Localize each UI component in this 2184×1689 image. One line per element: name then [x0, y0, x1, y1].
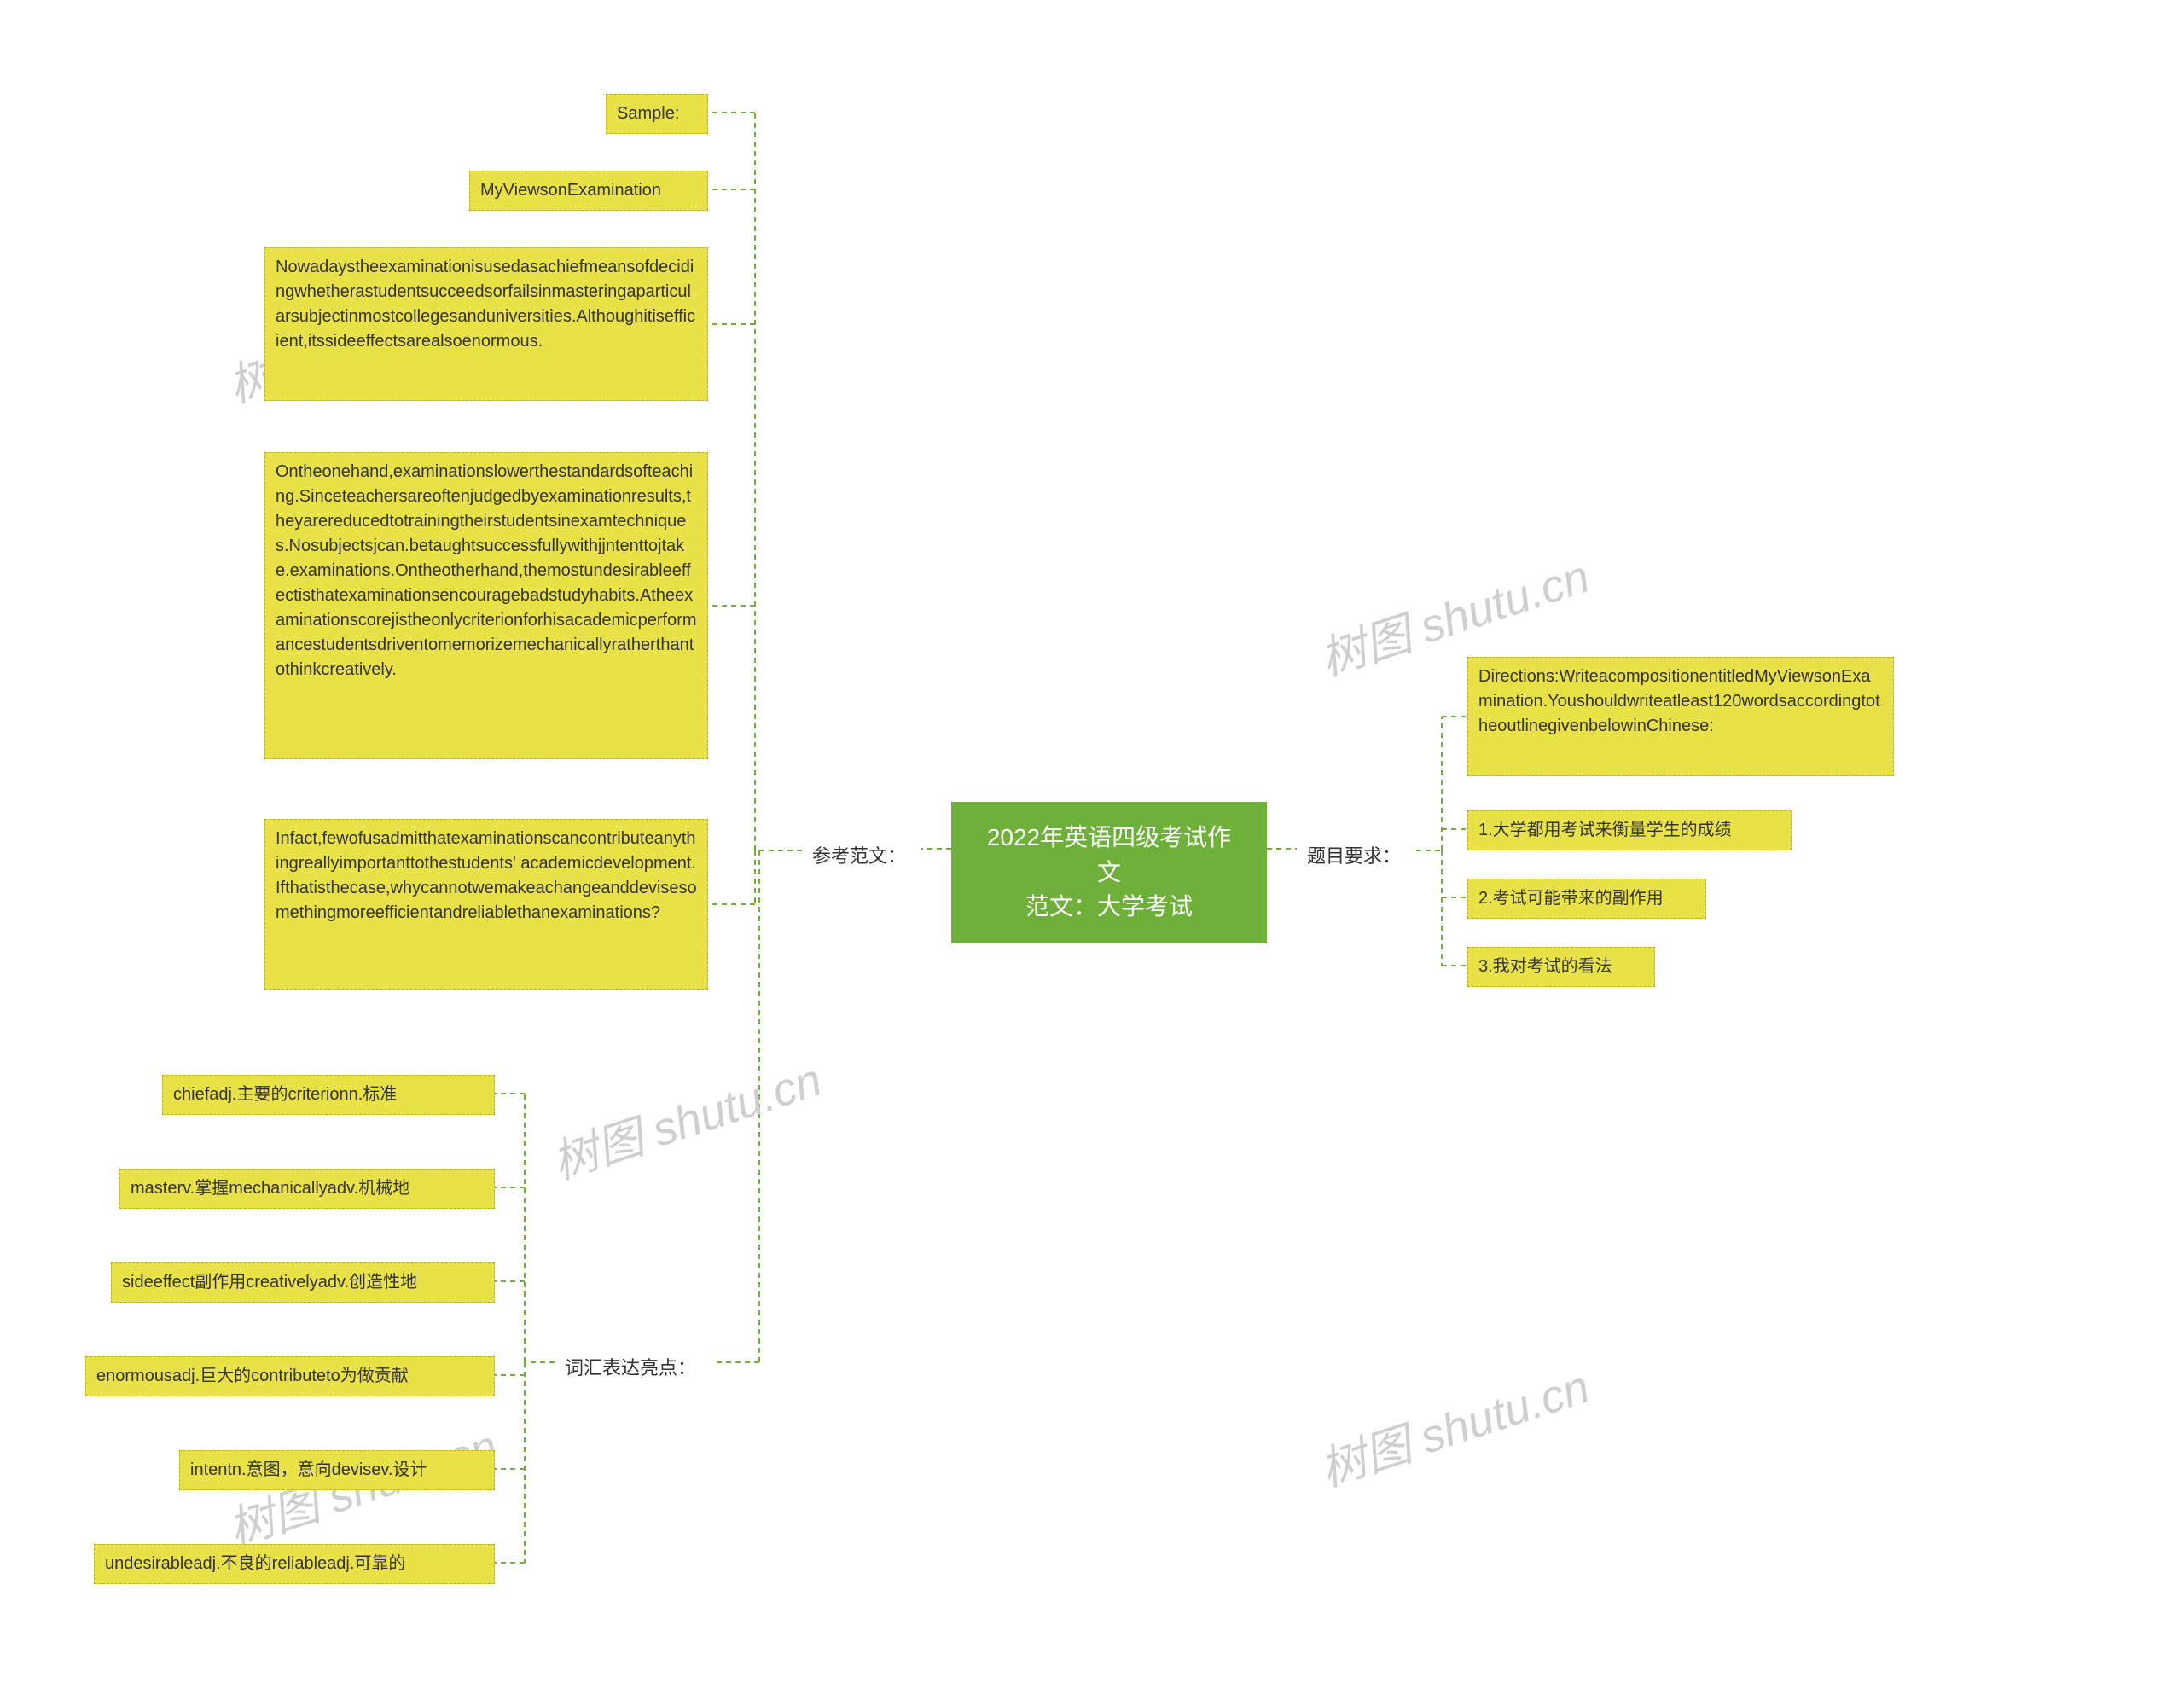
center-line1: 2022年英语四级考试作文 [987, 824, 1231, 885]
watermark: 树图 shutu.cn [543, 1042, 829, 1192]
vocab-leaf: undesirableadj.不良的reliableadj.可靠的 [94, 1544, 495, 1584]
left-leaf: MyViewsonExamination [469, 171, 708, 211]
watermark: 树图 shutu.cn [1310, 1349, 1597, 1499]
branch-right: 题目要求： [1297, 836, 1416, 877]
right-leaf: Directions:WriteacompositionentitledMyVi… [1467, 657, 1894, 776]
vocab-leaf: sideeffect副作用creativelyadv.创造性地 [111, 1262, 495, 1303]
right-leaf: 2.考试可能带来的副作用 [1467, 879, 1706, 919]
center-node: 2022年英语四级考试作文 范文：大学考试 [951, 802, 1267, 943]
branch-right-label: 题目要求： [1307, 845, 1401, 867]
branch-left: 参考范文： [802, 836, 921, 877]
left-leaf: Infact,fewofusadmitthatexaminationscanco… [264, 819, 708, 990]
right-leaf: 1.大学都用考试来衡量学生的成绩 [1467, 810, 1792, 850]
right-leaf: 3.我对考试的看法 [1467, 947, 1655, 987]
vocab-leaf: masterv.掌握mechanicallyadv.机械地 [119, 1169, 495, 1209]
left-leaf: Ontheonehand,examinationslowerthestandar… [264, 452, 708, 759]
vocab-leaf: intentn.意图，意向devisev.设计 [179, 1450, 495, 1490]
vocab-leaf: enormousadj.巨大的contributeto为做贡献 [85, 1356, 495, 1396]
vocab-leaf: chiefadj.主要的criterionn.标准 [162, 1075, 495, 1115]
branch-vocab-label: 词汇表达亮点： [565, 1357, 696, 1378]
branch-left-label: 参考范文： [812, 845, 906, 867]
center-line2: 范文：大学考试 [1025, 893, 1193, 920]
branch-vocab: 词汇表达亮点： [555, 1348, 717, 1389]
left-leaf: Nowadaystheexaminationisusedasachiefmean… [264, 247, 708, 401]
left-leaf: Sample: [606, 94, 708, 134]
mindmap-canvas: 树图 shutu.cn树图 shutu.cn树图 shutu.cn树图 shut… [0, 0, 2184, 1689]
